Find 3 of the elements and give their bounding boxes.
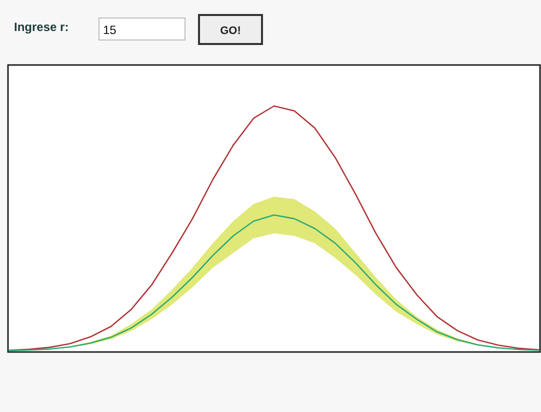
button: GO! xyxy=(198,14,263,45)
text: Ingrese r: xyxy=(14,20,69,34)
text-field: 15 xyxy=(98,18,186,40)
